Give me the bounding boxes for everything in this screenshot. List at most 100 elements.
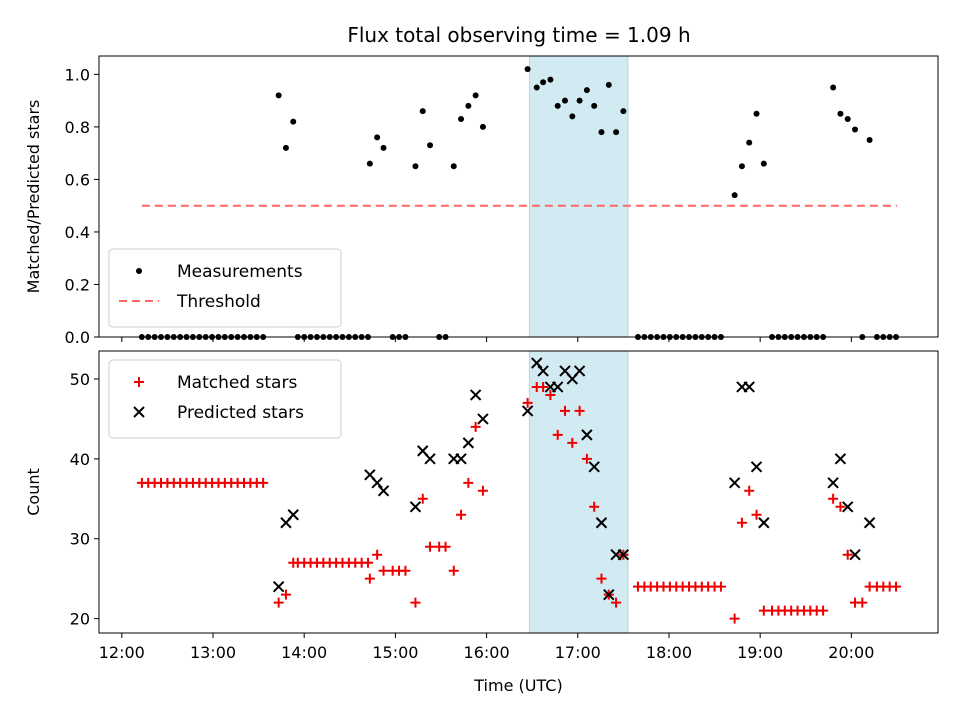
- predicted-star-point: [371, 477, 383, 489]
- chart-title: Flux total observing time = 1.09 h: [347, 23, 690, 47]
- measurement-point: [458, 116, 465, 123]
- y-tick-label: 0.2: [65, 275, 90, 294]
- predicted-star-point: [728, 477, 741, 489]
- matched-star-point: [581, 453, 592, 464]
- predicted-star-point: [849, 549, 861, 561]
- predicted-star-point: [424, 453, 436, 465]
- measurement-point: [731, 192, 738, 199]
- matched-star-point: [448, 565, 459, 576]
- predicted-star-point: [834, 453, 847, 465]
- measurement-point: [844, 116, 851, 123]
- predicted-star-point: [863, 517, 876, 529]
- y-axis-label: Count: [24, 468, 43, 516]
- measurement-point: [533, 84, 540, 91]
- matched-star-point: [364, 573, 375, 584]
- y-tick-label: 40: [70, 450, 90, 469]
- x-tick-label: 12:00: [99, 643, 145, 662]
- matched-star-point: [538, 381, 549, 392]
- matched-star-point: [258, 477, 269, 488]
- matched-star-point: [857, 597, 868, 608]
- measurement-point: [866, 137, 873, 144]
- matched-star-point: [363, 557, 374, 568]
- predicted-star-point: [469, 389, 482, 401]
- legend-measurement-marker: [136, 268, 142, 274]
- measurement-point: [524, 66, 531, 73]
- matched-star-point: [744, 485, 755, 496]
- matched-star-point: [715, 581, 726, 592]
- measurement-point: [583, 87, 590, 94]
- predicted-star-point: [409, 501, 422, 513]
- predicted-star-point: [462, 437, 475, 449]
- predicted-star-point: [272, 580, 285, 593]
- measurement-point: [282, 144, 289, 151]
- measurement-point: [760, 160, 767, 167]
- plot-frame: [98, 55, 939, 338]
- measurement-point: [837, 110, 844, 117]
- predicted-star-point: [552, 381, 564, 393]
- measurement-point: [753, 110, 760, 117]
- matched-star-point: [751, 509, 762, 520]
- legend-label: Matched stars: [177, 373, 297, 393]
- measurement-point: [465, 102, 472, 109]
- measurement-point: [412, 163, 419, 170]
- measurement-point: [290, 118, 297, 125]
- measurement-point: [746, 139, 753, 146]
- measurement-point: [620, 108, 627, 115]
- matched-star-point: [611, 597, 622, 608]
- x-tick-label: 20:00: [828, 643, 874, 662]
- predicted-star-point: [477, 413, 489, 425]
- legend: Matched stars Predicted stars: [108, 359, 342, 439]
- y-tick-label: 20: [70, 610, 90, 629]
- matched-star-point: [736, 517, 747, 528]
- count-panel: 20 30 40 50 12:00 13:00 14:00 15:00 16:00 17:00 18…: [24, 350, 939, 695]
- matched-star-point: [417, 493, 428, 504]
- matched-star-point: [372, 549, 383, 560]
- observing-window-shade: [528, 350, 629, 634]
- measurement-point: [852, 126, 859, 133]
- x-axis-label: Time (UTC): [473, 676, 562, 695]
- y-tick-label: 30: [70, 530, 90, 549]
- measurement-point: [598, 129, 605, 136]
- measurement-point: [591, 102, 598, 109]
- measurement-point: [576, 97, 583, 104]
- predicted-star-point: [758, 517, 770, 529]
- measurement-point: [374, 134, 381, 141]
- measurement-point: [427, 142, 434, 149]
- matched-star-point: [477, 485, 488, 496]
- matched-star-point: [440, 541, 451, 552]
- measurement-point: [450, 163, 457, 170]
- measurement-point: [419, 108, 426, 115]
- y-tick-label: 0.6: [65, 170, 90, 189]
- matched-star-point: [400, 565, 411, 576]
- matched-star-point: [891, 581, 902, 592]
- predicted-star-point: [750, 461, 763, 473]
- predicted-star-point: [521, 405, 534, 417]
- predicted-star-point: [743, 381, 755, 393]
- x-tick-label: 18:00: [646, 643, 692, 662]
- matched-star-point: [378, 565, 389, 576]
- predicted-star-point: [581, 429, 593, 441]
- y-tick-label: 1.0: [65, 65, 90, 84]
- predicted-star-point: [588, 461, 600, 473]
- matched-star-point: [410, 597, 421, 608]
- measurement-point: [830, 84, 837, 91]
- matched-star-point: [835, 501, 846, 512]
- measurement-point: [366, 160, 373, 167]
- measurement-point: [605, 81, 612, 88]
- matched-star-point: [463, 477, 474, 488]
- plot-frame: [98, 350, 939, 634]
- matched-star-point: [567, 437, 578, 448]
- matched-star-point: [818, 605, 829, 616]
- series-predicted-stars: [272, 357, 876, 601]
- matched-star-point: [589, 501, 600, 512]
- matched-star-point: [842, 549, 853, 560]
- matched-star-point: [552, 429, 563, 440]
- matched-star-point: [596, 573, 607, 584]
- x-tick-label: 17:00: [555, 643, 601, 662]
- x-tick-label: 19:00: [737, 643, 783, 662]
- measurement-point: [569, 113, 576, 120]
- x-tick-label: 15:00: [372, 643, 418, 662]
- predicted-star-point: [377, 485, 390, 497]
- predicted-star-point: [827, 477, 839, 489]
